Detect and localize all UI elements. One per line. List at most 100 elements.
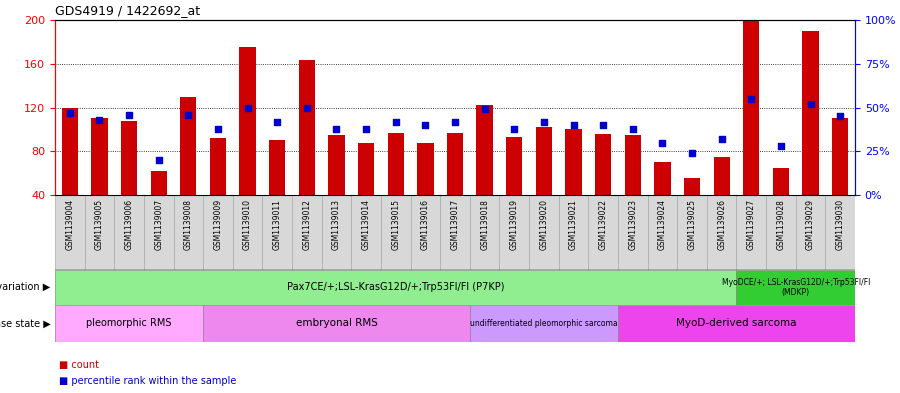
Text: embryonal RMS: embryonal RMS [295,318,377,329]
Point [300,105,314,111]
Point [566,122,580,128]
Bar [618,305,855,342]
Point [240,105,255,111]
Bar [648,195,677,270]
Bar [62,108,78,195]
Bar [144,195,174,270]
Text: GSM1139023: GSM1139023 [628,199,637,250]
Text: GSM1139009: GSM1139009 [213,199,222,250]
Point [507,125,521,132]
Bar [803,31,819,195]
Text: GSM1139029: GSM1139029 [806,199,815,250]
Text: GSM1139005: GSM1139005 [94,199,104,250]
Bar [565,129,581,195]
Text: MyoD-derived sarcoma: MyoD-derived sarcoma [676,318,796,329]
Bar [536,127,552,195]
Point [685,150,699,156]
Bar [684,178,700,195]
Bar [121,121,137,195]
Bar [476,105,493,195]
Point [418,122,433,128]
Point [359,125,374,132]
Bar [55,270,736,305]
Bar [114,195,144,270]
Bar [269,140,285,195]
Text: GSM1139017: GSM1139017 [451,199,460,250]
Point [448,118,463,125]
Point [596,122,610,128]
Bar [381,195,410,270]
Bar [418,143,434,195]
Point [151,157,166,163]
Bar [321,195,351,270]
Text: GDS4919 / 1422692_at: GDS4919 / 1422692_at [55,4,200,17]
Bar [447,133,464,195]
Text: GSM1139015: GSM1139015 [392,199,400,250]
Text: GSM1139024: GSM1139024 [658,199,667,250]
Text: ■ count: ■ count [59,360,100,370]
Bar [203,305,470,342]
Bar [618,195,648,270]
Bar [440,195,470,270]
Point [389,118,403,125]
Text: genotype/variation ▶: genotype/variation ▶ [0,283,50,292]
Text: GSM1139021: GSM1139021 [569,199,578,250]
Point [477,106,491,112]
Text: GSM1139010: GSM1139010 [243,199,252,250]
Text: GSM1139016: GSM1139016 [421,199,430,250]
Bar [91,118,108,195]
Bar [766,195,796,270]
Bar [506,137,522,195]
Bar [470,305,618,342]
Text: GSM1139018: GSM1139018 [480,199,489,250]
Text: disease state ▶: disease state ▶ [0,318,50,329]
Point [715,136,729,142]
Bar [85,195,114,270]
Bar [55,195,85,270]
Bar [589,195,618,270]
Point [122,111,136,118]
Text: GSM1139007: GSM1139007 [154,199,163,250]
Text: GSM1139025: GSM1139025 [688,199,697,250]
Point [744,95,759,102]
Text: MyoDCE/+; LSL-KrasG12D/+;Trp53Fl/Fl
(MDKP): MyoDCE/+; LSL-KrasG12D/+;Trp53Fl/Fl (MDK… [722,278,870,297]
Text: GSM1139026: GSM1139026 [717,199,726,250]
Bar [410,195,440,270]
Text: pleomorphic RMS: pleomorphic RMS [86,318,172,329]
Bar [180,97,196,195]
Bar [174,195,203,270]
Bar [706,195,736,270]
Bar [210,138,226,195]
Bar [736,270,855,305]
Bar [150,171,166,195]
Point [833,113,848,119]
Text: GSM1139006: GSM1139006 [124,199,133,250]
Text: undifferentiated pleomorphic sarcoma: undifferentiated pleomorphic sarcoma [470,319,617,328]
Text: GSM1139019: GSM1139019 [509,199,518,250]
Bar [388,133,404,195]
Bar [796,195,825,270]
Text: GSM1139014: GSM1139014 [362,199,371,250]
Bar [736,195,766,270]
Point [211,125,225,132]
Bar [55,305,203,342]
Bar [351,195,381,270]
Bar [714,157,730,195]
Bar [529,195,559,270]
Text: Pax7CE/+;LSL-KrasG12D/+;Trp53Fl/Fl (P7KP): Pax7CE/+;LSL-KrasG12D/+;Trp53Fl/Fl (P7KP… [287,283,505,292]
Point [626,125,640,132]
Point [63,110,77,116]
Text: ■ percentile rank within the sample: ■ percentile rank within the sample [59,376,237,386]
Point [655,140,670,146]
Text: GSM1139008: GSM1139008 [184,199,193,250]
Bar [233,195,263,270]
Point [774,143,788,149]
Bar [654,162,670,195]
Bar [328,135,345,195]
Bar [825,195,855,270]
Bar [292,195,321,270]
Bar [559,195,589,270]
Text: GSM1139027: GSM1139027 [747,199,756,250]
Text: GSM1139013: GSM1139013 [332,199,341,250]
Bar [743,20,760,195]
